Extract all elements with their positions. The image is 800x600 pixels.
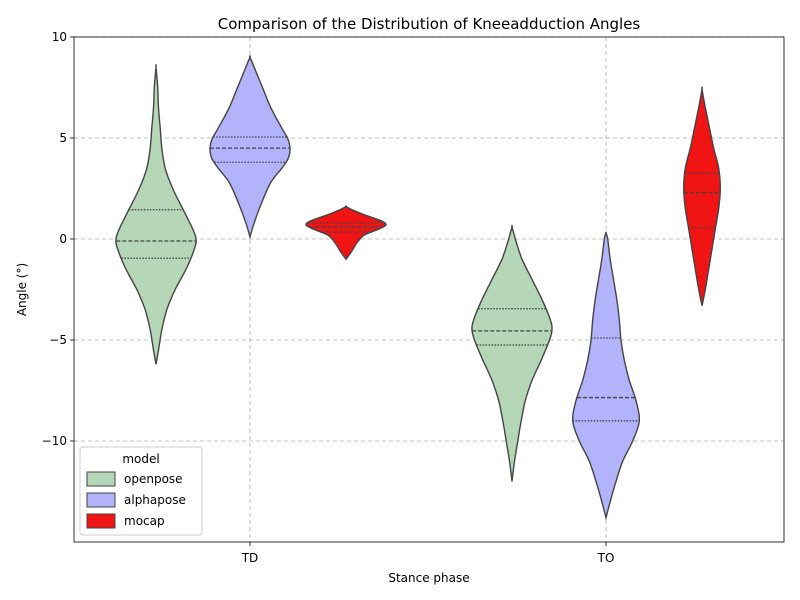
- legend-label-alphapose: alphapose: [124, 493, 186, 507]
- plot-area-frame: [73, 36, 785, 543]
- y-axis-label: Angle (°): [15, 263, 29, 316]
- violins: [115, 55, 722, 521]
- y-tick-label: −10: [42, 434, 67, 448]
- legend: model openpose alphapose mocap: [79, 446, 203, 536]
- chart-title: Comparison of the Distribution of Kneead…: [218, 15, 641, 33]
- y-tick-label: 10: [52, 30, 67, 44]
- y-tick-label: 5: [59, 131, 67, 145]
- x-tick-label: TO: [597, 551, 615, 565]
- legend-frame: [79, 446, 203, 536]
- violin-mocap-TO: [682, 86, 722, 306]
- violin-openpose-TO: [471, 224, 553, 482]
- legend-label-openpose: openpose: [124, 472, 183, 486]
- x-axis: TD TO: [241, 542, 615, 565]
- x-axis-label: Stance phase: [388, 571, 469, 585]
- legend-title: model: [122, 452, 159, 466]
- violin-alphapose-TO: [571, 231, 641, 521]
- violin-openpose-TD: [115, 64, 197, 365]
- x-tick-label: TD: [241, 551, 259, 565]
- legend-swatch-mocap: [86, 513, 116, 529]
- violin-mocap-TD: [305, 205, 387, 261]
- y-axis: −10 −5 0 5 10: [42, 30, 74, 448]
- y-tick-label: −5: [49, 333, 67, 347]
- y-tick-label: 0: [59, 232, 67, 246]
- violin-alphapose-TD: [209, 55, 291, 240]
- legend-swatch-alphapose: [86, 492, 116, 508]
- legend-label-mocap: mocap: [124, 514, 165, 528]
- legend-swatch-openpose: [86, 471, 116, 487]
